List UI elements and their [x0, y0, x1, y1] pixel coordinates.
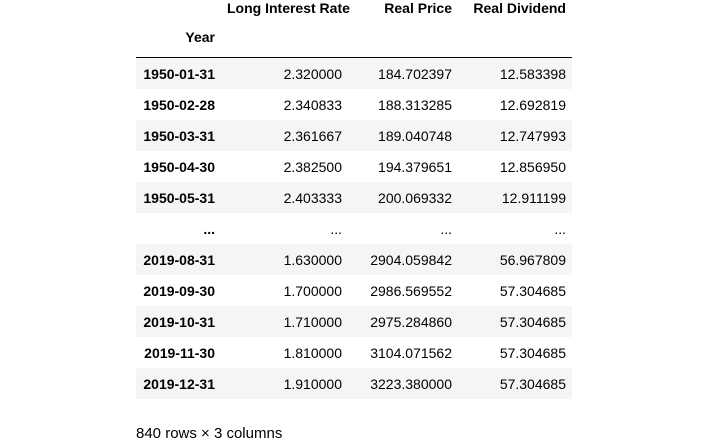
table-row: 1950-03-31 2.361667 189.040748 12.747993 — [136, 120, 572, 151]
row-index-cell: 2019-09-30 — [143, 282, 215, 299]
cell-real-dividend: 12.583398 — [499, 65, 566, 82]
table-row: 1950-04-30 2.382500 194.379651 12.856950 — [136, 151, 572, 182]
cell-real-dividend: 56.967809 — [499, 251, 566, 268]
cell-real-price: 3104.071562 — [370, 344, 452, 361]
cell-real-price: 2975.284860 — [370, 313, 452, 330]
cell-real-dividend: 12.856950 — [499, 158, 566, 175]
cell-real-dividend: 57.304685 — [499, 344, 566, 361]
table-header: Long Interest Rate Real Price Real Divid… — [136, 0, 572, 58]
dataframe-shape-text: 840 rows × 3 columns — [136, 425, 283, 442]
table-row: 2019-10-31 1.710000 2975.284860 57.30468… — [136, 306, 572, 337]
cell-long-interest-rate: 1.810000 — [283, 344, 342, 361]
table-row: 1950-05-31 2.403333 200.069332 12.911199 — [136, 182, 572, 213]
cell-real-dividend: 12.911199 — [501, 189, 566, 206]
cell-real-dividend: ... — [554, 220, 566, 237]
row-index-cell: ... — [203, 220, 215, 237]
cell-real-price: ... — [440, 220, 452, 237]
dataframe-output: Long Interest Rate Real Price Real Divid… — [136, 0, 576, 399]
index-header-blank — [458, 17, 572, 58]
cell-real-dividend: 12.747993 — [499, 127, 566, 144]
table-row: 1950-01-31 2.320000 184.702397 12.583398 — [136, 57, 572, 89]
row-index-cell: 1950-01-31 — [143, 65, 215, 82]
cell-long-interest-rate: 2.382500 — [283, 158, 342, 175]
cell-real-price: 2904.059842 — [370, 251, 452, 268]
table-row: 2019-12-31 1.910000 3223.380000 57.30468… — [136, 368, 572, 399]
cell-real-dividend: 57.304685 — [499, 375, 566, 392]
table-body: 1950-01-31 2.320000 184.702397 12.583398… — [136, 57, 572, 399]
cell-long-interest-rate: 1.700000 — [283, 282, 342, 299]
index-header-row: Year — [136, 17, 572, 58]
cell-long-interest-rate: 1.910000 — [283, 375, 342, 392]
row-index-cell: 2019-08-31 — [143, 251, 215, 268]
cell-real-price: 194.379651 — [378, 158, 452, 175]
table-row: 2019-08-31 1.630000 2904.059842 56.96780… — [136, 244, 572, 275]
cell-real-price: 2986.569552 — [370, 282, 452, 299]
cell-real-price: 3223.380000 — [370, 375, 452, 392]
cell-long-interest-rate: 1.710000 — [283, 313, 342, 330]
cell-real-price: 189.040748 — [378, 127, 452, 144]
dataframe-table: Long Interest Rate Real Price Real Divid… — [136, 0, 572, 399]
row-index-cell: 2019-11-30 — [144, 344, 215, 361]
row-index-cell: 2019-12-31 — [143, 375, 215, 392]
index-name-header: Year — [185, 29, 215, 45]
row-index-cell: 1950-04-30 — [143, 158, 215, 175]
cell-real-dividend: 57.304685 — [499, 282, 566, 299]
column-header-real-dividend: Real Dividend — [473, 0, 566, 16]
cell-real-dividend: 12.692819 — [499, 96, 566, 113]
cell-real-price: 200.069332 — [378, 189, 452, 206]
column-header-real-price: Real Price — [384, 0, 452, 16]
index-header-blank — [348, 17, 458, 58]
column-header-row: Long Interest Rate Real Price Real Divid… — [136, 0, 572, 17]
index-header-blank — [221, 17, 348, 58]
table-row: 2019-11-30 1.810000 3104.071562 57.30468… — [136, 337, 572, 368]
row-index-cell: 1950-02-28 — [143, 96, 215, 113]
row-index-cell: 2019-10-31 — [143, 313, 215, 330]
column-header-long-interest-rate: Long Interest Rate — [227, 0, 350, 16]
cell-long-interest-rate: 2.320000 — [283, 65, 342, 82]
cell-real-dividend: 57.304685 — [499, 313, 566, 330]
cell-long-interest-rate: 2.340833 — [283, 96, 342, 113]
table-row: 2019-09-30 1.700000 2986.569552 57.30468… — [136, 275, 572, 306]
ellipsis-row: ... ... ... ... — [136, 213, 572, 244]
cell-long-interest-rate: 2.403333 — [283, 189, 342, 206]
cell-real-price: 184.702397 — [378, 65, 452, 82]
row-index-cell: 1950-03-31 — [143, 127, 215, 144]
row-index-cell: 1950-05-31 — [143, 189, 215, 206]
cell-real-price: 188.313285 — [378, 96, 452, 113]
cell-long-interest-rate: ... — [330, 220, 342, 237]
header-corner-cell — [136, 0, 221, 17]
cell-long-interest-rate: 2.361667 — [283, 127, 342, 144]
table-row: 1950-02-28 2.340833 188.313285 12.692819 — [136, 89, 572, 120]
cell-long-interest-rate: 1.630000 — [283, 251, 342, 268]
